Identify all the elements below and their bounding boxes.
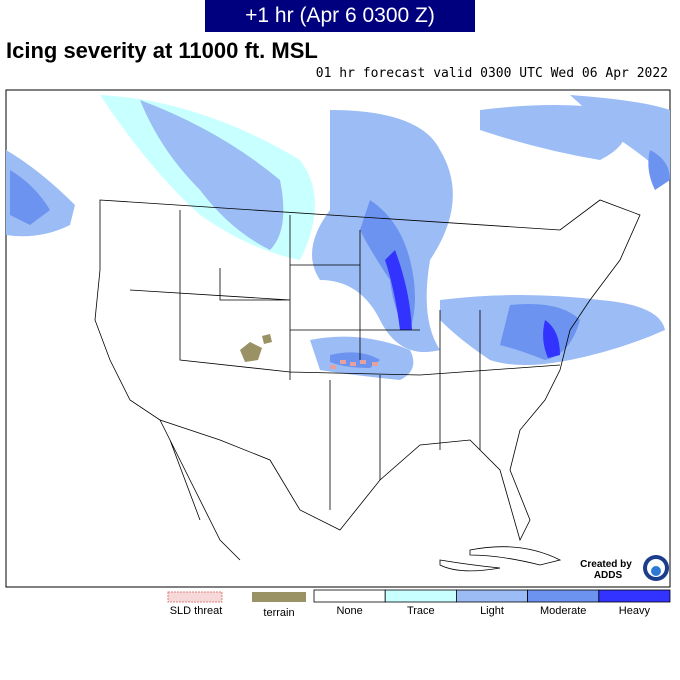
legend-label: Heavy: [619, 605, 651, 617]
level-swatch: [313, 589, 386, 603]
sld-areas: [330, 360, 378, 369]
level-swatch: [384, 589, 457, 603]
legend-label: Trace: [407, 605, 435, 617]
logo-text: Created by: [580, 559, 632, 570]
level-swatch: [527, 589, 600, 603]
legend-label: Light: [480, 605, 504, 617]
legend-label: None: [336, 605, 362, 617]
icing-areas: [6, 95, 670, 380]
terrain-swatch: [252, 592, 306, 602]
logo-text: ADDS: [594, 570, 623, 581]
sld-swatch: [167, 591, 223, 603]
time-label: +1 hr (Apr 6 0300 Z): [205, 0, 475, 32]
level-swatch: [598, 589, 671, 603]
logo: Created by ADDS: [580, 555, 669, 581]
title: Icing severity at 11000 ft. MSL: [6, 38, 318, 63]
legend-label: SLD threat: [170, 605, 223, 617]
subtitle: 01 hr forecast valid 0300 UTC Wed 06 Apr…: [315, 66, 668, 81]
terrain-areas: [240, 334, 272, 362]
legend-label: terrain: [263, 607, 294, 619]
legend: SLD threat terrain None Trace Light Moderat…: [167, 589, 671, 619]
legend-label: Moderate: [540, 605, 586, 617]
boundaries: [94, 199, 641, 572]
level-swatch: [455, 589, 528, 603]
